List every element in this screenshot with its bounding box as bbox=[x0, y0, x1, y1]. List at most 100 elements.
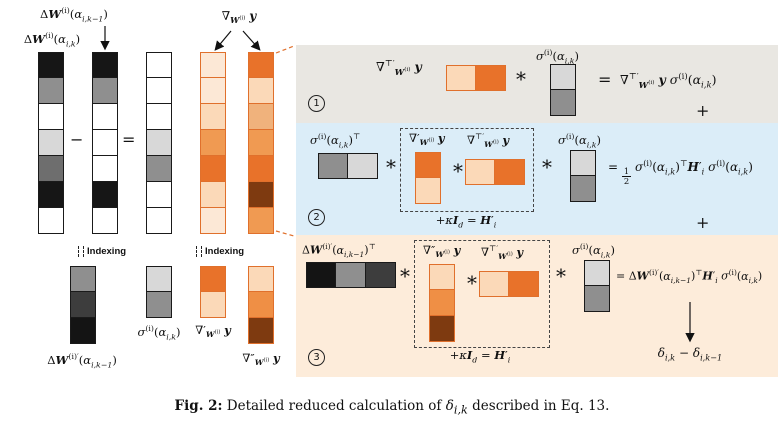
matrix-cell bbox=[92, 130, 118, 156]
matrix-grad-transpose-row bbox=[465, 159, 525, 185]
caption-tag: Fig. 2: bbox=[174, 398, 223, 414]
plus-operator: + bbox=[696, 101, 710, 120]
matrix-cell bbox=[429, 316, 455, 342]
matrix-cell bbox=[429, 290, 455, 316]
matrix-sigma-column bbox=[550, 64, 576, 116]
matrix-cell bbox=[38, 208, 64, 234]
caption-text: Detailed reduced calculation of δi,k des… bbox=[222, 398, 610, 417]
matrix-cell bbox=[38, 52, 64, 78]
matrix-sigma-column bbox=[570, 150, 596, 202]
matrix-cell bbox=[509, 271, 539, 297]
matrix-grad-transpose-row bbox=[446, 65, 506, 91]
indexing-label-right: Indexing bbox=[196, 246, 244, 257]
vector-delta-w-prime-short bbox=[70, 266, 96, 344]
matrix-cell bbox=[248, 208, 274, 234]
matrix-cell bbox=[146, 266, 172, 292]
matrix-cell bbox=[70, 292, 96, 318]
matrix-cell bbox=[38, 78, 64, 104]
label-delta-w-k-1: ΔW(i)(αi,k−1) bbox=[40, 6, 108, 24]
label-kappa-identity: +κId = H′i bbox=[449, 348, 511, 365]
matrix-cell bbox=[248, 52, 274, 78]
label-sigma-transpose: σ(i)(αi,k)⊤ bbox=[310, 132, 361, 150]
dashed-bars-icon bbox=[78, 246, 84, 257]
vector-sigma-short bbox=[146, 266, 172, 318]
multiply-operator: * bbox=[386, 155, 396, 179]
hessian-dashed-box: ∇″W(i) y * ∇⊤′W(i) y bbox=[414, 240, 550, 348]
equation-row-1: 1 ∇⊤′W(i) y * σ(i)(αi,k) = ∇⊤′W(i) y σ(i… bbox=[296, 45, 778, 123]
vector-delta-w-k bbox=[38, 52, 64, 234]
matrix-cell bbox=[248, 266, 274, 292]
matrix-cell bbox=[200, 266, 226, 292]
matrix-cell bbox=[146, 156, 172, 182]
matrix-cell bbox=[446, 65, 476, 91]
matrix-cell bbox=[348, 153, 378, 179]
equation-1-result: ∇⊤′W(i) y σ(i)(αi,k) bbox=[620, 72, 717, 91]
matrix-cell bbox=[200, 52, 226, 78]
multiply-operator: * bbox=[400, 264, 410, 288]
matrix-cell bbox=[570, 176, 596, 202]
matrix-cell bbox=[146, 130, 172, 156]
matrix-cell bbox=[495, 159, 525, 185]
label-sigma: σ(i)(αi,k) bbox=[558, 132, 601, 150]
label-delta-w-k: ΔW(i)(αi,k) bbox=[23, 31, 81, 49]
label-sigma-bottom: σ(i)(αi,k) bbox=[137, 324, 181, 342]
matrix-cell bbox=[550, 64, 576, 90]
circled-number-1: 1 bbox=[308, 95, 325, 112]
matrix-cell bbox=[366, 262, 396, 288]
matrix-cell bbox=[146, 78, 172, 104]
matrix-cell bbox=[146, 104, 172, 130]
dashed-bars-icon bbox=[196, 246, 202, 257]
label-grad-transpose: ∇⊤′W(i) y bbox=[481, 244, 524, 262]
matrix-cell bbox=[146, 182, 172, 208]
matrix-cell bbox=[248, 292, 274, 318]
matrix-cell bbox=[584, 286, 610, 312]
matrix-cell bbox=[479, 271, 509, 297]
matrix-cell bbox=[200, 130, 226, 156]
matrix-cell bbox=[200, 78, 226, 104]
matrix-cell bbox=[146, 208, 172, 234]
matrix-cell bbox=[248, 182, 274, 208]
label-grad-transpose: ∇⊤′W(i) y bbox=[376, 59, 422, 78]
matrix-cell bbox=[550, 90, 576, 116]
matrix-cell bbox=[200, 104, 226, 130]
label-grad-transpose: ∇⊤′W(i) y bbox=[467, 132, 510, 150]
vector-gradient-doubleprime-full bbox=[248, 52, 274, 234]
vector-delta-w-k-1 bbox=[92, 52, 118, 234]
label-kappa-identity: +κId = H′i bbox=[435, 213, 497, 230]
matrix-cell bbox=[38, 130, 64, 156]
label-gradient-prime: ∇′W(i) y bbox=[195, 323, 231, 340]
figure-caption: Fig. 2: Detailed reduced calculation of … bbox=[0, 398, 784, 417]
matrix-grad-transpose-row bbox=[479, 271, 539, 297]
matrix-cell bbox=[70, 266, 96, 292]
matrix-cell bbox=[200, 292, 226, 318]
matrix-cell bbox=[92, 182, 118, 208]
matrix-cell bbox=[92, 104, 118, 130]
matrix-cell bbox=[92, 52, 118, 78]
matrix-cell bbox=[465, 159, 495, 185]
multiply-operator: * bbox=[453, 159, 463, 183]
matrix-cell bbox=[429, 264, 455, 290]
matrix-cell bbox=[70, 318, 96, 344]
matrix-cell bbox=[146, 292, 172, 318]
vector-gradient-prime-short bbox=[200, 266, 226, 318]
matrix-cell bbox=[200, 156, 226, 182]
label-gradient-doubleprime: ∇″W(i) y bbox=[242, 351, 280, 368]
matrix-cell bbox=[38, 182, 64, 208]
matrix-cell bbox=[248, 104, 274, 130]
matrix-cell bbox=[318, 153, 348, 179]
matrix-sigma-transpose-row bbox=[318, 153, 378, 179]
equals-operator: = bbox=[598, 70, 612, 89]
hessian-dashed-box: ∇′W(i) y * ∇⊤′W(i) y bbox=[400, 128, 534, 212]
equation-row-2: 2 σ(i)(αi,k)⊤ * ∇′W(i) y * ∇⊤′W(i) y +κI… bbox=[296, 123, 778, 235]
matrix-cell bbox=[248, 78, 274, 104]
multiply-operator: * bbox=[556, 264, 566, 288]
circled-number-2: 2 bbox=[308, 209, 325, 226]
minus-operator: − bbox=[70, 130, 84, 149]
label-gradient-doubleprime: ∇″W(i) y bbox=[423, 243, 461, 260]
vector-gradient-doubleprime-short bbox=[248, 266, 274, 344]
label-sigma: σ(i)(αi,k) bbox=[572, 242, 615, 260]
matrix-cell bbox=[584, 260, 610, 286]
equals-operator-left: = bbox=[122, 130, 136, 149]
matrix-cell bbox=[92, 78, 118, 104]
